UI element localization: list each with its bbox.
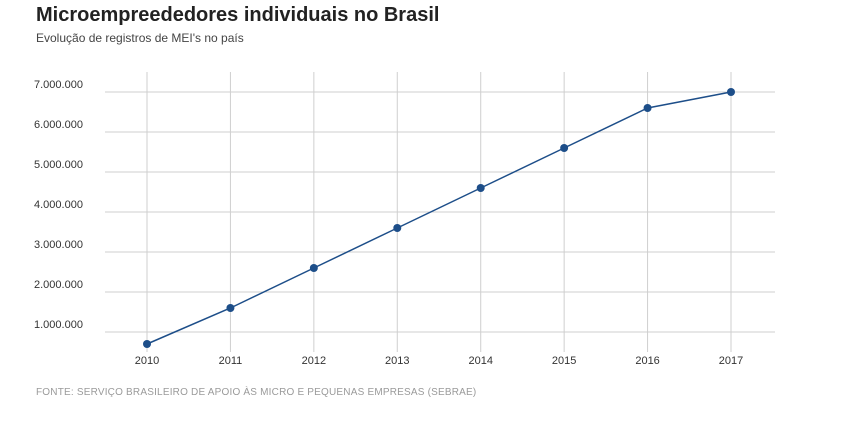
y-tick-label: 3.000.000 xyxy=(34,239,83,251)
y-tick-label: 1.000.000 xyxy=(34,319,83,331)
y-tick-label: 4.000.000 xyxy=(34,199,83,211)
chart-subtitle: Evolução de registros de MEI's no país xyxy=(36,31,244,45)
y-tick-label: 5.000.000 xyxy=(34,159,83,171)
data-point[interactable] xyxy=(393,224,402,232)
data-point[interactable] xyxy=(476,184,485,192)
vertical-gridlines xyxy=(146,72,732,352)
x-axis-tick-labels: 2010 2011 2012 2013 2014 2015 2016 2017 xyxy=(135,355,743,367)
x-tick-label: 2011 xyxy=(219,355,243,367)
horizontal-gridlines xyxy=(105,91,775,333)
y-tick-label: 7.000.000 xyxy=(34,79,83,91)
x-tick-label: 2012 xyxy=(302,355,326,367)
y-tick-label: 2.000.000 xyxy=(34,279,83,291)
data-point[interactable] xyxy=(727,88,735,96)
data-point[interactable] xyxy=(560,144,569,152)
x-tick-label: 2017 xyxy=(719,355,743,367)
chart-title: Microempreededores individuais no Brasil xyxy=(36,4,440,26)
line-chart: 1.000.000 2.000.000 3.000.000 4.000.000 5.00… xyxy=(34,72,775,367)
y-tick-label: 6.000.000 xyxy=(34,119,83,131)
data-point[interactable] xyxy=(226,304,235,312)
source-note: FONTE: SERVIÇO BRASILEIRO DE APOIO ÀS MI… xyxy=(36,387,477,398)
y-axis-tick-labels: 1.000.000 2.000.000 3.000.000 4.000.000 5.00… xyxy=(34,79,83,331)
series-line xyxy=(146,91,732,345)
data-point[interactable] xyxy=(643,104,652,112)
data-point[interactable] xyxy=(143,340,151,348)
x-tick-label: 2014 xyxy=(468,355,492,367)
data-point[interactable] xyxy=(309,264,318,272)
x-tick-label: 2015 xyxy=(552,355,576,367)
x-tick-label: 2010 xyxy=(135,355,159,367)
x-tick-label: 2013 xyxy=(385,355,409,367)
x-tick-label: 2016 xyxy=(635,355,659,367)
data-series xyxy=(143,88,735,348)
